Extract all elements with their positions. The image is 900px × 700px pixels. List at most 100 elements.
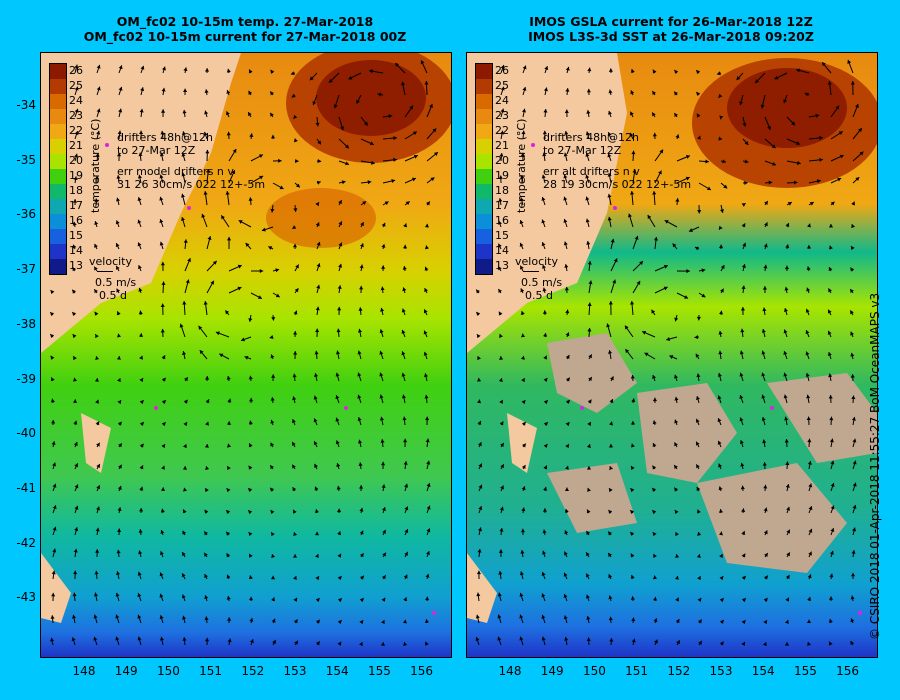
velocity-arrow-head	[565, 377, 570, 382]
velocity-arrow-head	[651, 309, 656, 314]
velocity-arrow-head	[204, 616, 209, 621]
velocity-arrow-head	[631, 617, 636, 622]
velocity-arrow-head	[292, 419, 296, 424]
velocity-arrow-head	[639, 261, 643, 266]
velocity-arrow-head	[587, 487, 591, 492]
velocity-arrow-head	[587, 260, 592, 265]
velocity-arrow-head	[498, 220, 502, 225]
velocity-arrow-head	[654, 639, 658, 644]
velocity-arrow-head	[403, 438, 408, 443]
velocity-arrow-head	[784, 619, 789, 624]
colorbar-tick-label: 17	[495, 199, 509, 212]
velocity-arrow-head	[50, 377, 55, 382]
velocity-arrow-head	[796, 68, 801, 73]
velocity-arrow-head	[543, 400, 548, 405]
velocity-arrow-head	[248, 465, 253, 470]
velocity-arrow-head	[701, 293, 706, 298]
velocity-arrow-head	[261, 227, 266, 232]
lon-tick-label: 154	[751, 664, 775, 678]
velocity-arrow-head	[563, 241, 568, 246]
velocity-arrow-head	[258, 154, 263, 159]
velocity-arrow-head	[784, 439, 789, 443]
velocity-arrow-head	[787, 202, 792, 206]
velocity-arrow-head	[187, 258, 191, 263]
velocity-arrow-head	[674, 374, 679, 379]
velocity-arrow-head	[183, 239, 188, 243]
velocity-arrow-head	[226, 131, 231, 136]
velocity-arrow-head	[336, 508, 342, 513]
velocity-arrow-head	[337, 641, 342, 646]
velocity-arrow-head	[807, 597, 812, 601]
lat-tick-label: -43	[16, 590, 36, 605]
velocity-arrow-head	[720, 265, 725, 270]
velocity-key-arrow	[515, 268, 562, 276]
velocity-arrow-head	[500, 86, 505, 91]
velocity-arrow-head	[226, 421, 232, 425]
velocity-arrow-head	[829, 416, 834, 421]
velocity-arrow-head	[401, 372, 406, 377]
velocity-arrow-head	[379, 372, 384, 377]
velocity-arrow-head	[96, 442, 100, 447]
velocity-arrow-head	[116, 356, 121, 360]
velocity-arrow-head	[784, 265, 790, 270]
velocity-arrow-head	[829, 438, 834, 443]
velocity-arrow-head	[52, 526, 57, 531]
velocity-arrow-head	[205, 421, 209, 426]
velocity-arrow-head	[248, 69, 253, 74]
drifters-note: drifters 48h@12h to 27-Mar 12Z	[543, 131, 640, 157]
velocity-arrow-head	[586, 552, 590, 557]
velocity-arrow-head	[333, 104, 338, 109]
velocity-arrow-head	[316, 284, 321, 289]
velocity-arrow-head	[586, 616, 591, 620]
velocity-arrow-head	[295, 158, 299, 164]
velocity-arrow-head	[587, 399, 592, 404]
velocity-arrow-head	[404, 506, 409, 511]
velocity-arrow-head	[94, 570, 99, 575]
velocity-arrow-head	[226, 510, 231, 515]
velocity-arrow-head	[270, 69, 275, 74]
velocity-arrow-head	[564, 636, 569, 641]
velocity-arrow-head	[248, 318, 253, 322]
velocity-arrow-head	[586, 88, 591, 93]
velocity-arrow-head	[608, 301, 613, 305]
velocity-arrow-head	[498, 289, 502, 294]
velocity-arrow-head	[785, 597, 790, 602]
velocity-arrow-head	[116, 175, 121, 179]
velocity-arrow-head	[315, 619, 320, 624]
velocity-arrow-head	[181, 172, 186, 177]
velocity-arrow-head	[828, 596, 834, 600]
velocity-arrow-head	[426, 505, 431, 510]
velocity-arrow-head	[719, 576, 724, 581]
velocity-arrow-head	[718, 136, 723, 141]
velocity-arrow-head	[652, 510, 657, 515]
lat-tick-label: -36	[16, 207, 36, 222]
velocity-arrow-head	[521, 108, 527, 113]
colorbar-tick-label: 14	[69, 244, 83, 257]
velocity-arrow-head	[828, 641, 833, 646]
velocity-arrow-head	[71, 637, 76, 642]
velocity-arrow-head	[586, 509, 591, 514]
velocity-arrow-head	[852, 527, 857, 532]
velocity-arrow-head	[850, 331, 855, 336]
velocity-arrow-head	[742, 242, 747, 247]
velocity-arrow-head	[696, 509, 701, 514]
velocity-arrow-head	[316, 241, 321, 246]
velocity-arrow-head	[565, 66, 570, 71]
velocity-arrow-head	[696, 113, 701, 118]
velocity-arrow-head	[137, 614, 142, 619]
colorbar-tick-label: 13	[69, 259, 83, 272]
velocity-arrow-head	[404, 529, 409, 534]
velocity-arrow-head	[585, 196, 590, 201]
velocity-arrow-head	[830, 460, 835, 465]
velocity-arrow-head	[520, 175, 525, 179]
velocity-arrow-head	[393, 157, 397, 162]
velocity-arrow-head	[382, 552, 386, 557]
velocity-arrow-head	[403, 223, 408, 228]
velocity-arrow-head	[499, 528, 504, 532]
velocity-arrow-head	[317, 140, 321, 145]
velocity-arrow-head	[425, 596, 430, 601]
velocity-arrow-head	[179, 323, 184, 328]
velocity-arrow-head	[117, 400, 122, 405]
velocity-arrow-head	[850, 641, 855, 646]
colorbar-tick-label: 21	[69, 139, 83, 152]
